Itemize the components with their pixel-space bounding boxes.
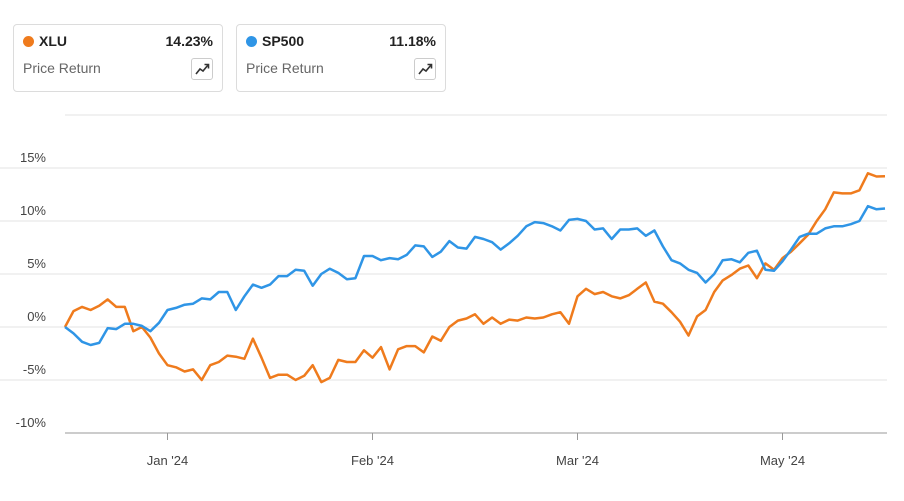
legend-card[interactable]: XLU 14.23% Price Return [13, 24, 223, 92]
y-tick-label: 5% [27, 256, 46, 271]
series-line [63, 172, 886, 384]
legend-name: XLU [39, 33, 67, 49]
x-tick-label: Feb '24 [351, 453, 394, 468]
y-tick-label: -10% [16, 415, 47, 430]
series-line [64, 204, 886, 347]
legend-label: Price Return [23, 60, 101, 76]
y-tick-label: 15% [20, 150, 46, 165]
y-tick-label: -5% [23, 362, 47, 377]
x-tick-label: Jan '24 [147, 453, 189, 468]
legend-card[interactable]: SP500 11.18% Price Return [236, 24, 446, 92]
y-tick-label: 10% [20, 203, 46, 218]
legend-return: 14.23% [165, 33, 213, 49]
y-tick-label: 0% [27, 309, 46, 324]
legend-return: 11.18% [389, 33, 436, 49]
chart-icon-button[interactable] [191, 58, 213, 80]
x-tick-label: Mar '24 [556, 453, 599, 468]
legend-name: SP500 [262, 33, 305, 49]
trend-icon [195, 63, 210, 75]
legend-swatch [23, 36, 34, 47]
chart-icon-button[interactable] [414, 58, 436, 80]
legend-swatch [246, 36, 257, 47]
trend-icon [418, 63, 433, 75]
x-tick-label: May '24 [760, 453, 805, 468]
legend-label: Price Return [246, 60, 324, 76]
